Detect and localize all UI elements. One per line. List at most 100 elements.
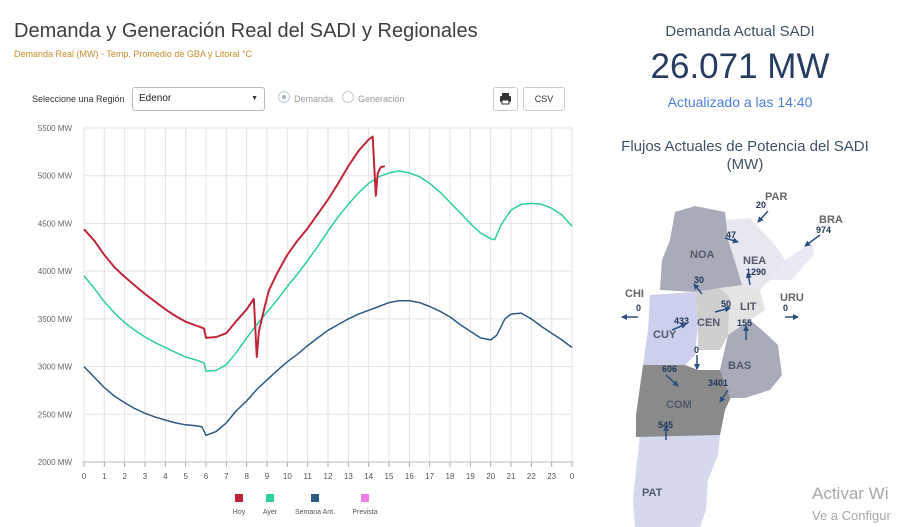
arrow-cuy-cen <box>671 323 687 331</box>
arrow-cuy-com <box>665 374 679 387</box>
region-select[interactable]: Edenor ▼ <box>132 87 265 111</box>
flow-bas-com: 3401 <box>708 378 728 388</box>
flows-title-line1: Flujos Actuales de Potencia del SADI <box>621 138 869 155</box>
x-tick-label: 3 <box>143 472 148 481</box>
series-line-semana-ant- <box>83 299 573 437</box>
label-nea: NEA <box>743 255 766 267</box>
flow-cen-lit: 50 <box>721 299 731 309</box>
flow-cuy-com: 606 <box>662 364 677 374</box>
x-tick-label: 18 <box>446 472 455 481</box>
y-tick-label: 2500 MW <box>38 410 73 419</box>
flow-bra: 974 <box>816 225 831 235</box>
radio-demanda[interactable] <box>278 91 290 103</box>
y-tick-label: 5500 MW <box>38 124 73 133</box>
activation-watermark-line1: Activar Wi <box>812 484 889 503</box>
print-button[interactable] <box>493 87 518 111</box>
x-tick-label: 17 <box>425 472 434 481</box>
demand-chart: 2000 MW 2500 MW 3000 MW 3500 MW 4000 MW 4500 … <box>38 124 575 516</box>
x-tick-label: 19 <box>466 472 475 481</box>
flow-cuy-cen: 433 <box>674 316 689 326</box>
legend-label-prevista: Prevista <box>352 509 377 516</box>
region-bra[interactable] <box>770 242 814 280</box>
x-tick-label: 2 <box>122 472 127 481</box>
radio-demanda-label[interactable]: Demanda <box>294 94 334 104</box>
power-flows-map: NOA NEA CEN LIT CUY BAS COM PAT PAR BRA … <box>621 191 843 527</box>
arrow-cen-lit <box>714 306 731 313</box>
flows-title-line2: (MW) <box>726 156 764 173</box>
x-tick-label: 4 <box>163 472 168 481</box>
flows-title: Flujos Actuales de Potencia del SADI (MW… <box>600 138 890 174</box>
x-tick-label: 13 <box>344 472 353 481</box>
label-lit: LIT <box>740 301 757 313</box>
legend-swatch-semana-ant- <box>311 494 319 502</box>
arrow-noa-cen <box>693 283 703 295</box>
y-tick-label: 4000 MW <box>38 267 73 276</box>
current-demand-value: 26.071 MW <box>650 47 830 86</box>
x-tick-label: 0 <box>82 472 87 481</box>
series-line-ayer <box>83 170 573 373</box>
label-cuy: CUY <box>653 329 677 341</box>
x-tick-label: 21 <box>507 472 516 481</box>
x-tick-label: 6 <box>204 472 209 481</box>
flow-lit-bas: 155 <box>737 318 752 328</box>
flow-cen-com: 0 <box>694 345 699 355</box>
y-tick-label: 2000 MW <box>38 458 73 467</box>
region-select-value: Edenor <box>139 93 172 104</box>
x-tick-label: 12 <box>324 472 333 481</box>
y-tick-label: 4500 MW <box>38 219 73 228</box>
arrow-nea <box>745 272 752 286</box>
label-noa: NOA <box>690 249 715 261</box>
x-tick-label: 0 <box>570 472 575 481</box>
y-tick-label: 3500 MW <box>38 315 73 324</box>
legend-label-hoy: Hoy <box>233 509 246 516</box>
region-com[interactable] <box>636 365 732 437</box>
x-tick-label: 23 <box>547 472 556 481</box>
x-tick-label: 11 <box>304 472 313 481</box>
region-select-label: Seleccione una Región <box>32 94 125 104</box>
x-tick-label: 10 <box>283 472 292 481</box>
region-lit[interactable] <box>720 285 765 335</box>
x-tick-label: 20 <box>486 472 495 481</box>
radio-generacion-label[interactable]: Generación <box>358 94 405 104</box>
y-tick-label: 3000 MW <box>38 363 73 372</box>
legend-swatch-hoy <box>235 494 243 502</box>
radio-generacion[interactable] <box>342 91 354 103</box>
region-bas[interactable] <box>720 320 782 398</box>
label-par: PAR <box>765 191 787 203</box>
flow-noa-nea: 47 <box>726 230 736 240</box>
label-pat: PAT <box>642 487 663 499</box>
chart-subtitle: Demanda Real (MW) - Temp. Promedio de GB… <box>14 49 253 59</box>
label-chi: CHI <box>625 288 644 300</box>
label-com: COM <box>666 399 692 411</box>
x-tick-label: 7 <box>224 472 229 481</box>
flow-uru: 0 <box>783 303 788 313</box>
arrow-par <box>757 210 769 223</box>
region-noa[interactable] <box>660 206 742 292</box>
legend-label-ayer: Ayer <box>263 509 278 516</box>
region-pat[interactable] <box>633 435 720 527</box>
flow-chi: 0 <box>636 303 641 313</box>
legend-swatch-prevista <box>361 494 369 502</box>
arrow-noa-nea <box>724 237 739 244</box>
series-line-hoy <box>83 135 386 358</box>
x-tick-label: 8 <box>244 472 249 481</box>
x-tick-label: 1 <box>102 472 107 481</box>
csv-button[interactable]: CSV <box>523 87 565 111</box>
x-tick-label: 22 <box>527 472 536 481</box>
x-tick-label: 5 <box>183 472 188 481</box>
label-bra: BRA <box>819 214 843 226</box>
flow-noa-cen: 30 <box>694 275 704 285</box>
arrow-bas-com <box>719 389 729 403</box>
flow-pat-com: 545 <box>658 420 673 430</box>
chart-title: Demanda y Generación Real del SADI y Reg… <box>14 20 478 42</box>
legend-swatch-ayer <box>266 494 274 502</box>
flow-nea: 1290 <box>746 267 766 277</box>
label-uru: URU <box>780 292 804 304</box>
region-cuy[interactable] <box>643 292 698 365</box>
arrow-bra <box>804 234 821 247</box>
y-tick-label: 5000 MW <box>38 172 73 181</box>
flow-par: 20 <box>756 200 766 210</box>
activation-watermark-line2: Ve a Configur <box>812 508 891 523</box>
region-cen[interactable] <box>695 288 730 350</box>
region-nea[interactable] <box>725 218 785 290</box>
